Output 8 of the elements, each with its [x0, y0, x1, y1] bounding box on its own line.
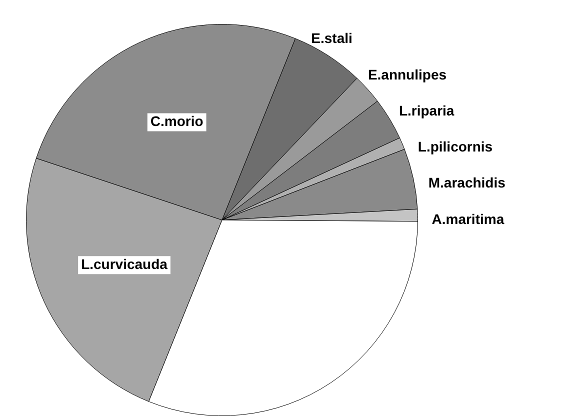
slice-label: M.arachidis — [428, 174, 506, 191]
slice-label: L.riparia — [398, 102, 454, 118]
slice-label: C.morio — [150, 113, 204, 130]
slice-label: E.stali — [311, 30, 352, 46]
slice-label: L.curvicauda — [81, 256, 168, 272]
slice-label: L.pilicornis — [418, 138, 493, 155]
slice-label: E.annulipes — [368, 66, 447, 82]
slice-label: A.maritima — [432, 210, 504, 227]
